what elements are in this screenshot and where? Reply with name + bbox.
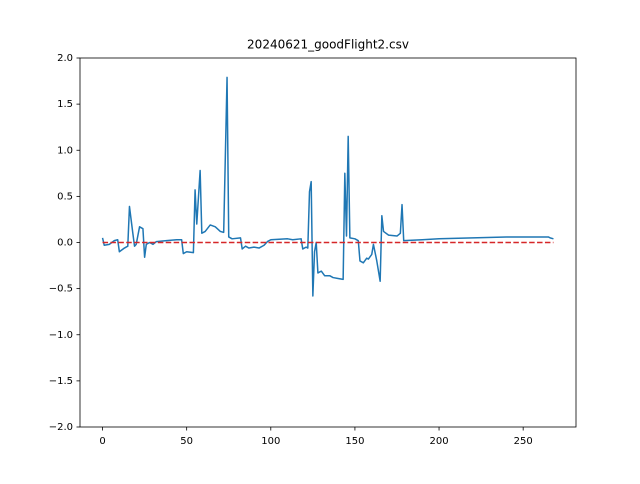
y-tick-label: 1.0 <box>57 145 73 156</box>
y-tick-label: 0.5 <box>57 191 73 202</box>
y-tick-label: 2.0 <box>57 53 73 64</box>
plot-frame <box>79 57 577 428</box>
y-tick-label: −1.0 <box>49 330 73 341</box>
y-tick-label: 0.0 <box>57 238 73 249</box>
y-tick-label: 1.5 <box>57 99 73 110</box>
x-tick-label: 150 <box>345 436 364 447</box>
x-tick-label: 250 <box>514 436 533 447</box>
chart-title: 20240621_goodFlight2.csv <box>247 38 409 52</box>
x-tick-label: 200 <box>429 436 448 447</box>
y-tick-label: −2.0 <box>49 422 73 433</box>
y-tick-label: −1.5 <box>49 376 73 387</box>
data-line <box>101 76 554 297</box>
y-tick-label: −0.5 <box>49 284 73 295</box>
x-tick-label: 100 <box>261 436 280 447</box>
x-tick-label: 50 <box>180 436 193 447</box>
x-tick-label: 0 <box>99 436 105 447</box>
